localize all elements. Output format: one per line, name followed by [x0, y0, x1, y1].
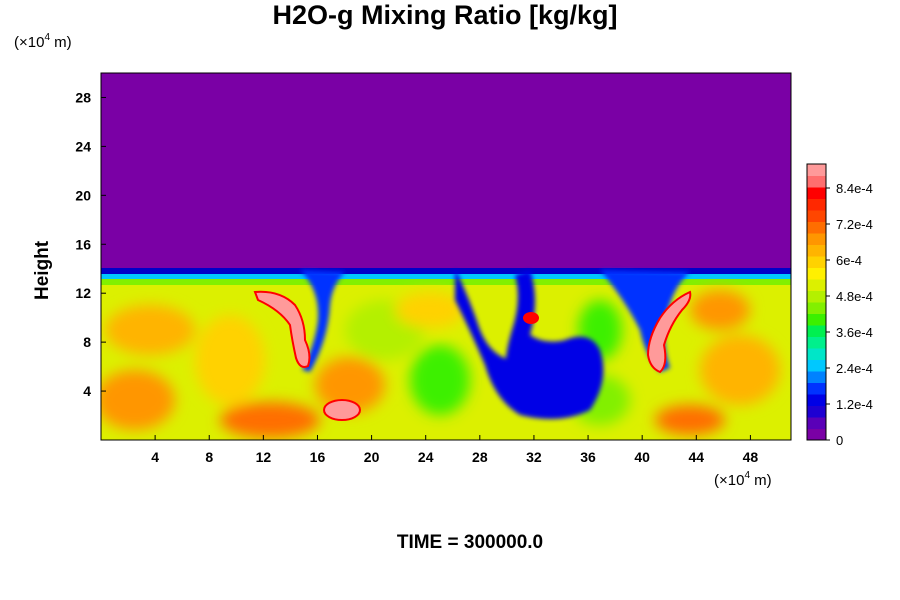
y-tick-label: 28	[75, 89, 91, 105]
y-tick-label: 8	[83, 334, 91, 350]
y-axis-unit: (×104 m)	[14, 32, 72, 51]
colorbar-segment	[807, 175, 826, 188]
colorbar-label: 3.6e-4	[836, 325, 873, 340]
moisture-maxima	[253, 290, 692, 421]
colorbar-segment	[807, 348, 826, 360]
x-unit-exponent: 4	[744, 470, 751, 481]
y-tick-label: 16	[75, 236, 91, 252]
x-unit-prefix: (×10	[714, 472, 745, 489]
colorbar-segment	[807, 394, 826, 406]
y-tick-label: 12	[75, 285, 91, 301]
y-unit-suffix: m)	[50, 34, 72, 51]
dry-intrusion-right	[600, 270, 690, 372]
colorbar-segment	[807, 267, 826, 280]
x-tick-label: 36	[580, 449, 596, 465]
plume-right	[646, 290, 692, 374]
x-tick-label: 4	[151, 449, 159, 465]
x-tick-label: 12	[256, 449, 272, 465]
colorbar-segment	[807, 417, 826, 429]
x-tick-label: 28	[472, 449, 488, 465]
y-unit-exponent: 4	[44, 32, 51, 43]
colorbar-frame	[806, 163, 827, 441]
time-label: TIME = 300000.0	[396, 532, 544, 553]
x-unit-suffix: m)	[750, 472, 772, 489]
blob-lower	[323, 399, 361, 421]
blob-central	[523, 312, 539, 324]
dry-intrusion-central	[455, 268, 604, 419]
colorbar-segment	[807, 371, 826, 383]
colorbar-segment	[807, 164, 826, 176]
colorbar-segment	[807, 336, 826, 349]
chart-title: H2O-g Mixing Ratio [kg/kg]	[272, 0, 618, 30]
y-tick-label: 24	[75, 138, 91, 154]
colorbar-segment	[807, 187, 826, 199]
plot-area	[101, 73, 791, 440]
colorbar-label: 0	[836, 433, 843, 448]
x-tick-label: 8	[205, 449, 213, 465]
x-axis-ticks: 4 8 12 16 20 24 28 32 36 40 44 48	[151, 435, 758, 465]
x-tick-label: 20	[364, 449, 380, 465]
colorbar-segment	[807, 428, 826, 441]
colorbar-label: 1.2e-4	[836, 397, 873, 412]
colorbar-segment	[807, 233, 826, 245]
colorbar-segment	[807, 198, 826, 211]
colorbar-label: 8.4e-4	[836, 181, 873, 196]
y-tick-label: 20	[75, 187, 91, 203]
dry-intrusions	[300, 268, 690, 419]
x-tick-label: 48	[743, 449, 759, 465]
colorbar-segment	[807, 405, 826, 418]
colorbar-segment	[807, 210, 826, 222]
y-tick-label: 4	[83, 383, 91, 399]
plume-left	[253, 290, 311, 368]
x-tick-label: 16	[310, 449, 326, 465]
colorbar-label: 7.2e-4	[836, 217, 873, 232]
x-tick-label: 44	[689, 449, 705, 465]
x-tick-label: 40	[634, 449, 650, 465]
colorbar-segment	[807, 313, 826, 326]
colorbar-segment	[807, 244, 826, 257]
colorbar-segment	[807, 256, 826, 268]
plot-frame	[100, 72, 792, 441]
colorbar-label: 6e-4	[836, 253, 862, 268]
colorbar: 0 1.2e-4 2.4e-4 3.6e-4 4.8e-4 6e-4 7.2e-4 8.4e-…	[806, 163, 873, 448]
colorbar-segment	[807, 359, 826, 372]
x-tick-label: 32	[526, 449, 542, 465]
colorbar-segment	[807, 279, 826, 291]
y-unit-prefix: (×10	[14, 34, 45, 51]
colorbar-segment	[807, 302, 826, 314]
colorbar-label: 4.8e-4	[836, 289, 873, 304]
colorbar-segment	[807, 221, 826, 234]
x-tick-label: 24	[418, 449, 434, 465]
colorbar-segment	[807, 382, 826, 395]
colorbar-segment	[807, 325, 826, 337]
dry-intrusion-left	[300, 270, 345, 372]
colorbar-segment	[807, 290, 826, 303]
y-axis-ticks: 4 8 12 16 20 24 28	[75, 89, 106, 399]
x-axis-unit: (×104 m)	[714, 470, 772, 489]
colorbar-label: 2.4e-4	[836, 361, 873, 376]
